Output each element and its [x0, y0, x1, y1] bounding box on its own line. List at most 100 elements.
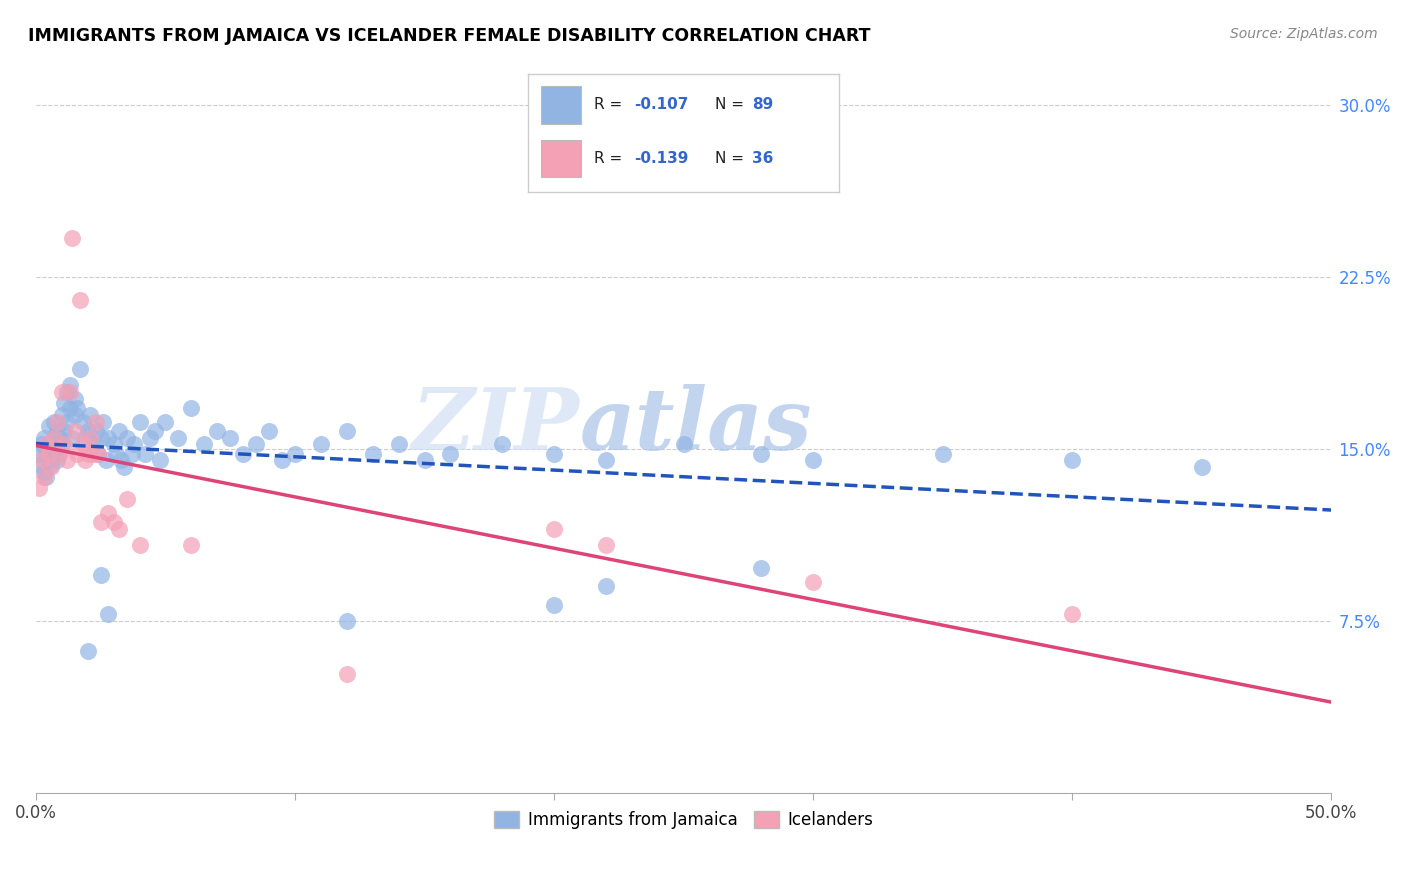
Point	[75, 431, 97, 445]
Point	[38, 453, 60, 467]
Point	[59, 401, 82, 415]
Point	[27, 447, 49, 461]
Point	[30, 458, 52, 472]
Point	[543, 447, 565, 461]
Point	[543, 598, 565, 612]
Point	[87, 447, 110, 461]
Point	[124, 437, 146, 451]
Point	[84, 415, 107, 429]
Point	[155, 415, 177, 429]
Point	[121, 447, 143, 461]
Point	[60, 231, 83, 245]
Point	[30, 437, 52, 451]
Point	[97, 506, 120, 520]
Point	[41, 460, 63, 475]
Point	[66, 447, 89, 461]
Point	[143, 424, 166, 438]
Point	[1062, 607, 1084, 621]
Text: IMMIGRANTS FROM JAMAICA VS ICELANDER FEMALE DISABILITY CORRELATION CHART: IMMIGRANTS FROM JAMAICA VS ICELANDER FEM…	[28, 27, 870, 45]
Point	[115, 492, 138, 507]
Point	[90, 568, 112, 582]
Point	[48, 431, 70, 445]
Point	[271, 453, 294, 467]
Point	[361, 447, 384, 461]
Point	[543, 522, 565, 536]
Point	[257, 424, 280, 438]
Point	[245, 437, 267, 451]
Point	[32, 469, 55, 483]
Point	[94, 453, 117, 467]
Point	[38, 437, 60, 451]
Point	[90, 516, 112, 530]
Point	[48, 447, 70, 461]
Point	[42, 415, 65, 429]
Point	[97, 431, 120, 445]
Point	[139, 431, 162, 445]
Point	[56, 384, 79, 399]
Point	[72, 415, 94, 429]
Point	[336, 614, 359, 628]
Text: ZIP: ZIP	[412, 384, 581, 468]
Point	[41, 447, 63, 461]
Point	[45, 453, 67, 467]
Point	[219, 431, 242, 445]
Point	[180, 401, 202, 415]
Point	[53, 396, 76, 410]
Point	[53, 424, 76, 438]
Point	[751, 447, 773, 461]
Point	[103, 437, 125, 451]
Point	[193, 437, 215, 451]
Point	[105, 447, 128, 461]
Point	[59, 384, 82, 399]
Point	[87, 447, 110, 461]
Point	[56, 453, 79, 467]
Point	[439, 447, 461, 461]
Text: atlas: atlas	[581, 384, 813, 468]
Point	[32, 465, 55, 479]
Point	[336, 666, 359, 681]
Point	[108, 424, 131, 438]
Legend: Immigrants from Jamaica, Icelanders: Immigrants from Jamaica, Icelanders	[488, 804, 880, 836]
Point	[48, 447, 70, 461]
Point	[932, 447, 955, 461]
Point	[180, 538, 202, 552]
Point	[167, 431, 190, 445]
Point	[45, 437, 67, 451]
Point	[115, 431, 138, 445]
Point	[41, 458, 63, 472]
Point	[63, 424, 86, 438]
Point	[69, 362, 91, 376]
Point	[27, 481, 49, 495]
Point	[128, 538, 150, 552]
Point	[45, 415, 67, 429]
Point	[32, 431, 55, 445]
Point	[97, 607, 120, 621]
Point	[128, 415, 150, 429]
Point	[491, 437, 513, 451]
Point	[76, 424, 98, 438]
Point	[110, 453, 132, 467]
Point	[595, 538, 617, 552]
Point	[42, 431, 65, 445]
Point	[72, 437, 94, 451]
Point	[63, 392, 86, 406]
Point	[595, 453, 617, 467]
Point	[134, 447, 156, 461]
Point	[90, 431, 112, 445]
Point	[309, 437, 332, 451]
Point	[76, 447, 98, 461]
Point	[284, 447, 307, 461]
Point	[38, 447, 60, 461]
Point	[69, 293, 91, 307]
Point	[79, 431, 101, 445]
Point	[82, 447, 104, 461]
Point	[112, 460, 135, 475]
Point	[35, 447, 58, 461]
Point	[413, 453, 436, 467]
Point	[51, 437, 73, 451]
Point	[63, 408, 86, 422]
Point	[232, 447, 254, 461]
Point	[45, 424, 67, 438]
Point	[149, 453, 172, 467]
Point	[75, 453, 97, 467]
